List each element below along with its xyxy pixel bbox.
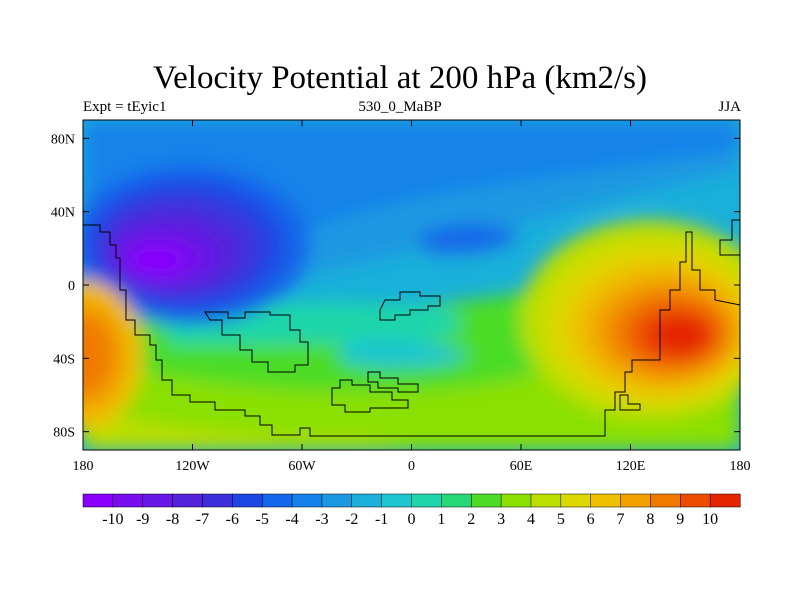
y-tick-label: 40S	[53, 352, 75, 367]
colorbar-label: 9	[676, 511, 684, 528]
colorbar-swatch	[82, 493, 114, 508]
colorbar-swatch	[680, 493, 711, 508]
colorbar-label: -4	[285, 511, 298, 528]
colorbar-label: 7	[617, 511, 625, 528]
y-tick-label: 40N	[51, 206, 75, 221]
colorbar-label: -9	[136, 511, 149, 528]
colorbar-swatch	[172, 493, 204, 508]
x-axis: 180 120W 60W 0 60E 120E 180	[73, 120, 751, 474]
colorbar-label: 3	[497, 511, 505, 528]
colorbar-label: 10	[702, 511, 718, 528]
colorbar-label: 8	[646, 511, 654, 528]
colorbar-swatch	[261, 493, 293, 508]
colorbar-label: -6	[226, 511, 239, 528]
colorbar-label: -7	[196, 511, 209, 528]
colorbar-label: -2	[345, 511, 358, 528]
colorbar-swatch	[470, 493, 502, 508]
colorbar-swatch	[560, 493, 592, 508]
colorbar-label: -5	[256, 511, 269, 528]
colorbar-swatch	[232, 493, 263, 508]
colorbar-swatch	[202, 493, 233, 508]
colorbar-swatch	[709, 493, 741, 508]
x-tick-label: 0	[408, 459, 415, 474]
x-tick-label: 60E	[510, 459, 533, 474]
coastline-outline	[83, 219, 740, 437]
chart-title: Velocity Potential at 200 hPa (km2/s)	[152, 60, 648, 96]
y-axis: 80N 40N 0 40S 80S	[51, 132, 740, 441]
colorbar-swatch	[321, 493, 353, 508]
colorbar-label: -3	[315, 511, 328, 528]
colorbar-label: 5	[557, 511, 565, 528]
colorbar-label: 1	[437, 511, 445, 528]
x-tick-label: 180	[730, 459, 751, 474]
colorbar-swatch	[441, 493, 472, 508]
colorbar-swatch	[381, 493, 413, 508]
colorbar-label: 4	[527, 511, 535, 528]
colorbar-swatch	[142, 493, 174, 508]
case-label: 530_0_MaBP	[358, 99, 442, 115]
x-tick-label: 120W	[175, 459, 210, 474]
experiment-label: Expt = tEyic1	[83, 99, 167, 115]
colorbar-label: 0	[408, 511, 416, 528]
colorbar-label: -1	[375, 511, 388, 528]
x-tick-label: 180	[73, 459, 94, 474]
y-tick-label: 0	[68, 279, 75, 294]
colorbar-label: 6	[587, 511, 595, 528]
colorbar-swatch	[590, 493, 622, 508]
colorbar-swatch	[351, 493, 383, 508]
colorbar-label: 2	[467, 511, 475, 528]
colorbar-swatch	[500, 493, 532, 508]
x-tick-label: 60W	[288, 459, 316, 474]
season-label: JJA	[718, 99, 741, 115]
colorbar: -10 -9 -8 -7 -6 -5 -4 -3 -2 -1 0 1 2 3 4 5 6 7 8 9 10	[82, 493, 741, 528]
y-tick-label: 80N	[51, 132, 75, 147]
colorbar-swatch	[411, 493, 442, 508]
colorbar-label: -8	[166, 511, 179, 528]
colorbar-swatch	[530, 493, 562, 508]
colorbar-label: -10	[102, 511, 123, 528]
contour-field	[83, 120, 740, 450]
x-tick-label: 120E	[616, 459, 646, 474]
y-tick-label: 80S	[53, 426, 75, 441]
colorbar-swatch	[291, 493, 323, 508]
colorbar-swatch	[650, 493, 681, 508]
colorbar-swatch	[112, 493, 144, 508]
colorbar-swatch	[620, 493, 651, 508]
